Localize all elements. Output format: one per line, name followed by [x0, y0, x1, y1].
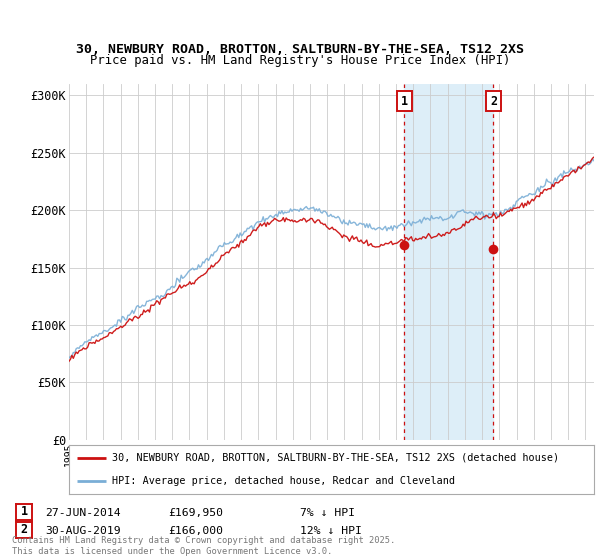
Text: 1: 1 — [20, 505, 28, 519]
Text: 12% ↓ HPI: 12% ↓ HPI — [300, 526, 362, 536]
Text: 30, NEWBURY ROAD, BROTTON, SALTBURN-BY-THE-SEA, TS12 2XS (detached house): 30, NEWBURY ROAD, BROTTON, SALTBURN-BY-T… — [112, 453, 559, 463]
Text: 30-AUG-2019: 30-AUG-2019 — [45, 526, 121, 536]
Text: 7% ↓ HPI: 7% ↓ HPI — [300, 508, 355, 518]
Text: 27-JUN-2014: 27-JUN-2014 — [45, 508, 121, 518]
Text: £166,000: £166,000 — [168, 526, 223, 536]
Text: 1: 1 — [401, 95, 408, 108]
Bar — [404, 84, 493, 440]
Text: HPI: Average price, detached house, Redcar and Cleveland: HPI: Average price, detached house, Redc… — [112, 475, 455, 486]
Text: 30, NEWBURY ROAD, BROTTON, SALTBURN-BY-THE-SEA, TS12 2XS: 30, NEWBURY ROAD, BROTTON, SALTBURN-BY-T… — [76, 43, 524, 56]
Text: Contains HM Land Registry data © Crown copyright and database right 2025.
This d: Contains HM Land Registry data © Crown c… — [12, 536, 395, 556]
Text: 2: 2 — [20, 523, 28, 536]
Text: Price paid vs. HM Land Registry's House Price Index (HPI): Price paid vs. HM Land Registry's House … — [90, 54, 510, 67]
Text: £169,950: £169,950 — [168, 508, 223, 518]
Text: 2: 2 — [490, 95, 497, 108]
